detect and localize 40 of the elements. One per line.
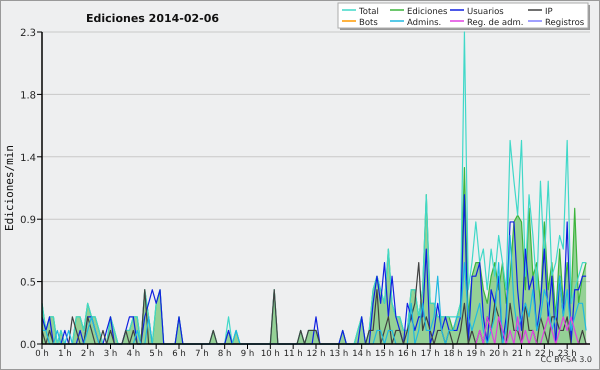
x-tick-label: 16 h — [398, 349, 417, 359]
y-axis-title: Ediciones/min — [3, 144, 16, 232]
x-tick-label: 1 h — [58, 349, 72, 359]
legend-label: Bots — [359, 18, 378, 28]
y-tick-label: 1.4 — [20, 152, 36, 164]
y-tick-label: 1.8 — [20, 90, 36, 102]
line-series — [41, 234, 587, 345]
x-tick-label: 15 h — [375, 349, 394, 359]
legend-label: IP — [545, 7, 553, 17]
y-tick-label: 2.3 — [20, 28, 36, 39]
x-tick-label: 13 h — [329, 349, 348, 359]
legend-label: Usuarios — [467, 7, 504, 17]
x-tick-label: 2 h — [80, 349, 94, 359]
x-tick-label: 0 h — [35, 349, 49, 359]
x-tick-label: 19 h — [466, 349, 486, 359]
x-tick-label: 20 h — [489, 349, 508, 359]
x-tick-label: 3 h — [104, 349, 118, 359]
x-tick-label: 8 h — [218, 349, 232, 359]
line-series — [41, 194, 587, 345]
y-tick-label: 0.5 — [20, 278, 36, 289]
x-tick-label: 12 h — [306, 349, 326, 359]
legend-label: Ediciones — [407, 7, 448, 17]
x-tick-label: 11 h — [284, 349, 303, 359]
x-tick-label: 6 h — [172, 349, 186, 359]
x-tick-label: 17 h — [420, 349, 440, 359]
legend-label: Reg. de adm. — [467, 18, 524, 28]
x-tick-label: 9 h — [240, 349, 254, 359]
y-tick-label: 0.0 — [20, 340, 36, 351]
x-tick-label: 21 h — [512, 349, 531, 359]
x-tick-label: 10 h — [260, 349, 280, 359]
chart-title: Ediciones 2014-02-06 — [86, 12, 220, 25]
y-tick-label: 0.9 — [20, 215, 36, 226]
x-tick-label: 4 h — [126, 349, 140, 359]
x-tick-label: 18 h — [444, 349, 462, 359]
x-tick-label: 5 h — [149, 349, 163, 359]
legend-label: Total — [358, 7, 379, 17]
legend-label: Admins. — [407, 18, 442, 28]
x-tick-label: 14 h — [352, 349, 372, 359]
legend-label: Registros — [545, 18, 585, 28]
x-tick-label: 7 h — [195, 349, 209, 359]
